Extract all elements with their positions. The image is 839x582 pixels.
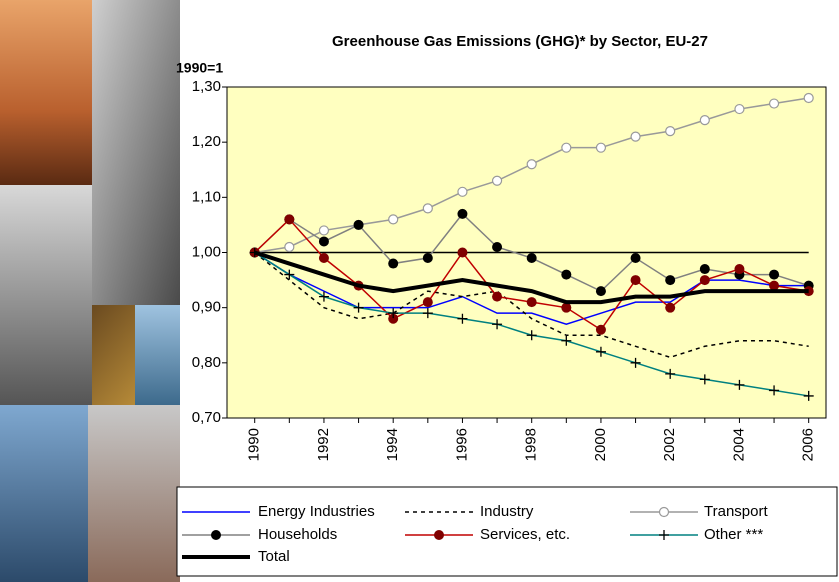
- x-tick-label: 1996: [453, 428, 470, 461]
- x-tick-label: 1992: [315, 428, 332, 461]
- point: [596, 143, 605, 152]
- legend-label: Other ***: [704, 526, 763, 543]
- point: [665, 303, 675, 313]
- point: [527, 297, 537, 307]
- point: [457, 209, 467, 219]
- point: [457, 248, 467, 258]
- photo: [0, 405, 88, 582]
- point: [734, 264, 744, 274]
- point: [423, 253, 433, 263]
- legend-label: Services, etc.: [480, 526, 570, 543]
- point: [596, 325, 606, 335]
- photo: [88, 405, 180, 582]
- x-tick-label: 1998: [523, 428, 540, 461]
- y-axis-label: 1990=1: [176, 60, 223, 76]
- x-tick-label: 1994: [384, 428, 401, 461]
- x-tick-label: 1990: [246, 428, 263, 461]
- point: [319, 236, 329, 246]
- y-tick-label: 0,90: [192, 299, 221, 316]
- legend-marker: [211, 530, 221, 540]
- legend-marker: [660, 508, 669, 517]
- legend-label: Transport: [704, 503, 768, 520]
- point: [285, 242, 294, 251]
- point: [319, 253, 329, 263]
- y-tick-label: 1,30: [192, 78, 221, 95]
- point: [527, 160, 536, 169]
- page: Greenhouse Gas Emissions (GHG)* by Secto…: [0, 0, 839, 582]
- x-tick-label: 2006: [800, 428, 817, 461]
- y-tick-label: 1,20: [192, 133, 221, 150]
- point: [284, 214, 294, 224]
- legend-marker: [660, 508, 669, 517]
- point: [423, 297, 433, 307]
- point: [700, 116, 709, 125]
- point: [770, 99, 779, 108]
- legend-label: Energy Industries: [258, 503, 375, 520]
- point: [631, 132, 640, 141]
- point: [492, 242, 502, 252]
- point: [458, 187, 467, 196]
- chart-title: Greenhouse Gas Emissions (GHG)* by Secto…: [332, 33, 708, 50]
- point: [492, 292, 502, 302]
- legend-label: Total: [258, 548, 290, 565]
- legend-marker: [434, 530, 444, 540]
- point: [666, 127, 675, 136]
- point: [631, 275, 641, 285]
- point: [561, 270, 571, 280]
- legend-marker: [211, 530, 221, 540]
- x-tick-label: 2004: [730, 428, 747, 461]
- point: [319, 226, 328, 235]
- photo: [92, 0, 180, 305]
- point: [804, 94, 813, 103]
- y-tick-label: 0,70: [192, 409, 221, 426]
- point: [700, 275, 710, 285]
- y-tick-label: 0,80: [192, 354, 221, 371]
- photo: [135, 305, 180, 405]
- point: [493, 176, 502, 185]
- legend-label: Industry: [480, 503, 534, 520]
- photo: [0, 0, 92, 185]
- point: [700, 264, 710, 274]
- point: [388, 259, 398, 269]
- point: [423, 204, 432, 213]
- point: [631, 253, 641, 263]
- point: [769, 270, 779, 280]
- point: [389, 215, 398, 224]
- y-tick-label: 1,10: [192, 188, 221, 205]
- point: [769, 281, 779, 291]
- point: [596, 286, 606, 296]
- point: [527, 253, 537, 263]
- point: [561, 303, 571, 313]
- x-tick-label: 2002: [661, 428, 678, 461]
- photo: [0, 185, 92, 405]
- x-tick-label: 2000: [592, 428, 609, 461]
- point: [562, 143, 571, 152]
- legend-label: Households: [258, 526, 337, 543]
- y-tick-label: 1,00: [192, 243, 221, 260]
- point: [354, 220, 364, 230]
- point: [665, 275, 675, 285]
- point: [735, 105, 744, 114]
- legend-marker: [434, 530, 444, 540]
